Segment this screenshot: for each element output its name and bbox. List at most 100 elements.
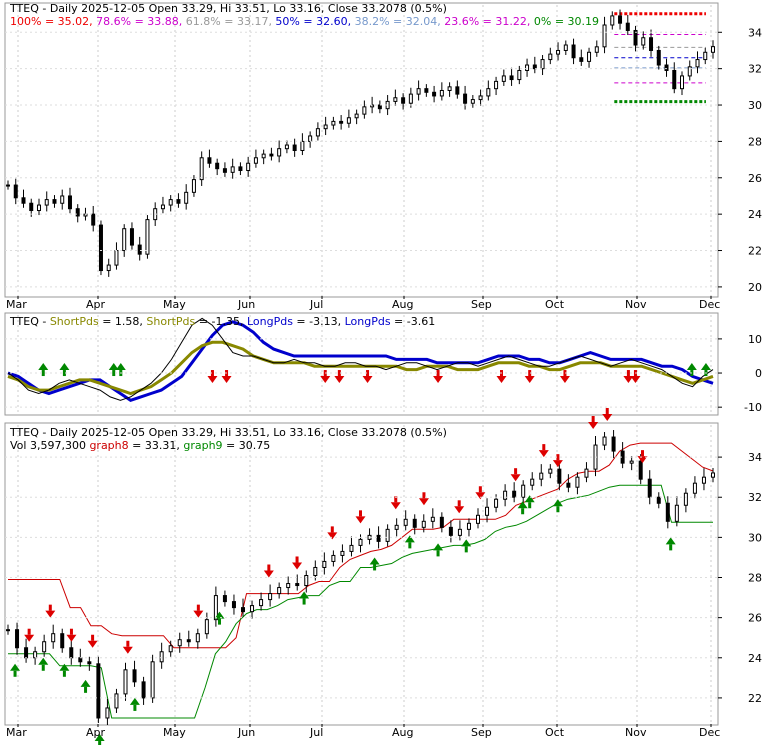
x-tick-label: Nov <box>625 726 647 739</box>
price-candle-body <box>633 29 638 46</box>
price-candle-body <box>486 88 491 97</box>
price-candle-body <box>98 224 103 272</box>
signal-down-arrow-shaft <box>210 370 214 377</box>
price-candle-body <box>579 57 584 62</box>
stops-candle-body <box>132 669 137 683</box>
signal-down-arrow-shaft <box>542 444 546 451</box>
price-panel: 20 22 24 26 28 30 32 34 Mar Apr May Jun Jul Aug Sep Oc… <box>4 2 762 311</box>
signal-down-arrow-shaft <box>626 370 630 377</box>
signal-up-arrow-shaft <box>408 542 412 549</box>
stops-candle-body <box>421 520 426 528</box>
price-candle-body <box>308 135 313 142</box>
stops-candle-body <box>430 516 435 522</box>
signal-up-arrow-shaft <box>13 670 17 677</box>
oscillator-header-item: TTEQ - <box>9 315 50 328</box>
fib-header-item: 0% = 30.19 <box>530 15 599 28</box>
price-candle-body <box>44 199 49 206</box>
x-tick-label: Dec <box>699 726 720 739</box>
signal-down-arrow <box>559 376 570 384</box>
signal-down-arrow-shaft <box>422 492 426 499</box>
stops-candle-body <box>87 661 92 665</box>
signal-down-arrow-shaft <box>563 370 567 377</box>
price-candle-body <box>346 117 351 124</box>
signal-up-arrow <box>369 557 380 565</box>
price-candle-body <box>13 184 18 199</box>
price-panel-title: TTEQ - Daily 2025-12-05 Open 33.29, Hi 3… <box>9 2 447 15</box>
oscillator-series-line <box>7 340 714 396</box>
x-tick-label: Oct <box>545 298 565 311</box>
signal-up-arrow <box>665 537 676 545</box>
stops-candle-body <box>521 484 526 498</box>
y-tick-label: 24 <box>748 208 762 221</box>
stops-candle-body <box>114 693 119 709</box>
price-candle-body <box>160 204 165 210</box>
stops-candle-body <box>340 550 345 556</box>
price-candle-body <box>354 113 359 119</box>
signal-up-arrow <box>524 495 535 503</box>
stops-candle-body <box>60 633 65 649</box>
signal-up-arrow-shaft <box>669 544 673 551</box>
price-candle-body <box>207 157 212 164</box>
signal-up-arrow <box>59 663 70 671</box>
price-candle-body <box>191 179 196 193</box>
stops-candle-body <box>204 619 209 635</box>
signal-down-arrow <box>454 506 465 514</box>
signal-up-arrow-shaft <box>373 564 377 571</box>
signal-up-arrow-shaft <box>528 502 532 509</box>
price-candle-body <box>300 140 305 151</box>
oscillator-header-item: ShortPds <box>146 315 195 328</box>
signal-up-arrow <box>38 363 49 371</box>
signal-up-arrow <box>129 697 140 705</box>
x-tick-label: May <box>163 726 186 739</box>
signal-up-arrow <box>552 499 563 507</box>
y-tick-label: 24 <box>748 652 762 665</box>
stops-candle-body <box>611 436 616 452</box>
stops-candles <box>6 430 715 726</box>
stops-candle-body <box>358 538 363 546</box>
signal-down-arrow <box>362 376 373 384</box>
signal-down-arrow <box>475 492 486 500</box>
signal-down-arrow-shaft <box>69 628 73 635</box>
oscillator-series-line <box>7 317 714 401</box>
signal-down-arrow-shaft <box>514 468 518 475</box>
price-candle-body <box>222 168 227 173</box>
price-candle-body <box>672 69 677 90</box>
price-candle-body <box>432 91 437 97</box>
x-tick-label: Sep <box>471 298 492 311</box>
stops-candle-body <box>692 482 697 494</box>
signal-up-arrow-shaft <box>41 664 45 671</box>
price-candle-body <box>680 75 685 90</box>
price-candle-body <box>215 162 220 170</box>
stops-candle-body <box>277 587 282 595</box>
graph9-value: = 30.75 <box>223 439 271 452</box>
signal-down-arrow <box>637 456 648 464</box>
price-candle-body <box>269 153 274 157</box>
signal-down-arrow-shaft <box>366 370 370 377</box>
stops-candle-body <box>6 629 10 632</box>
price-candle-body <box>656 49 661 66</box>
x-tick-label: Jul <box>309 726 323 739</box>
signal-up-arrow <box>299 591 310 599</box>
x-tick-label: Dec <box>699 298 720 311</box>
stops-candle-body <box>177 639 182 647</box>
oscillator-header-item: LongPds <box>247 315 293 328</box>
price-candle-body <box>377 104 382 110</box>
price-candle-body <box>587 51 592 62</box>
price-candle-body <box>137 244 142 255</box>
price-candle-body <box>641 37 646 46</box>
x-tick-label: Jul <box>309 298 323 311</box>
stops-candle-body <box>141 681 146 699</box>
y-tick-label: -10 <box>744 401 762 414</box>
y-tick-label: 32 <box>748 63 762 76</box>
oscillator-header-item: = 1.58, <box>99 315 147 328</box>
price-candle-body <box>238 166 243 172</box>
signal-down-arrow <box>602 413 613 421</box>
fib-header-item: 50% = 32.60, <box>272 15 351 28</box>
stops-candle-body <box>539 472 544 480</box>
price-candle-body <box>339 120 344 124</box>
signal-down-arrow <box>66 634 77 642</box>
signal-down-arrow-shaft <box>605 407 609 414</box>
signal-up-arrow <box>461 539 472 547</box>
stops-candle-body <box>304 575 309 587</box>
signal-up-arrow-shaft <box>464 546 468 553</box>
